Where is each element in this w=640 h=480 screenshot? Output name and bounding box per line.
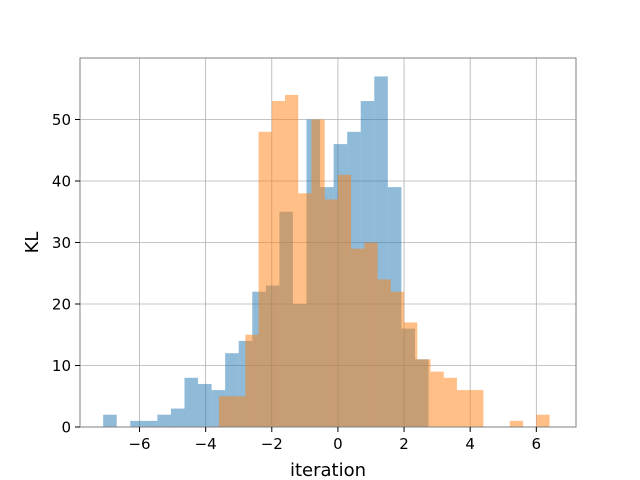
x-tick-label: 6	[532, 435, 542, 453]
histogram-bar	[417, 359, 431, 427]
x-tick-label: 0	[333, 435, 343, 453]
histogram-bar	[258, 131, 272, 428]
x-axis-ticks: −6 −4 −2 0 2 4 6	[128, 427, 541, 453]
histogram-bar	[143, 420, 158, 427]
histogram-bar	[170, 408, 185, 427]
histogram-bar	[337, 174, 352, 427]
histogram-bar	[218, 396, 233, 427]
histogram-bar	[324, 199, 338, 427]
x-axis-label: iteration	[290, 460, 366, 480]
histogram-bar	[390, 291, 405, 427]
histogram-bar	[298, 193, 312, 427]
x-tick-label: −6	[128, 435, 150, 453]
histogram-bar	[443, 377, 457, 427]
histogram-bars	[103, 76, 550, 428]
x-tick-label: 2	[399, 435, 409, 453]
series-1-bars	[218, 94, 550, 428]
histogram-bar	[285, 94, 299, 428]
y-tick-label: 20	[52, 296, 71, 314]
histogram-bar	[377, 279, 391, 427]
y-axis-label: KL	[22, 232, 43, 254]
y-tick-label: 0	[61, 419, 71, 437]
y-axis-ticks: 0 10 20 30 40 50	[52, 111, 80, 437]
histogram-bar	[184, 377, 199, 427]
histogram-bar	[311, 119, 325, 427]
x-tick-label: 4	[465, 435, 475, 453]
histogram-bar	[509, 420, 524, 427]
y-tick-label: 50	[52, 111, 71, 129]
y-tick-label: 40	[52, 173, 71, 191]
histogram-bar	[198, 383, 212, 427]
histogram-bar	[351, 248, 365, 427]
histogram-bar	[271, 101, 286, 428]
histogram-bar	[130, 420, 144, 427]
histogram-bar	[536, 414, 550, 427]
histogram-bar	[456, 390, 471, 427]
histogram-bar	[103, 414, 117, 427]
x-tick-label: −4	[195, 435, 217, 453]
histogram-bar	[232, 396, 246, 427]
histogram-bar	[404, 322, 418, 427]
y-tick-label: 10	[52, 357, 71, 375]
y-tick-label: 30	[52, 234, 71, 252]
histogram-bar	[245, 334, 259, 427]
histogram-bar	[364, 242, 378, 427]
x-tick-label: −2	[261, 435, 283, 453]
histogram-bar	[157, 414, 171, 427]
histogram-bar	[470, 390, 484, 427]
histogram-bar	[430, 371, 444, 427]
